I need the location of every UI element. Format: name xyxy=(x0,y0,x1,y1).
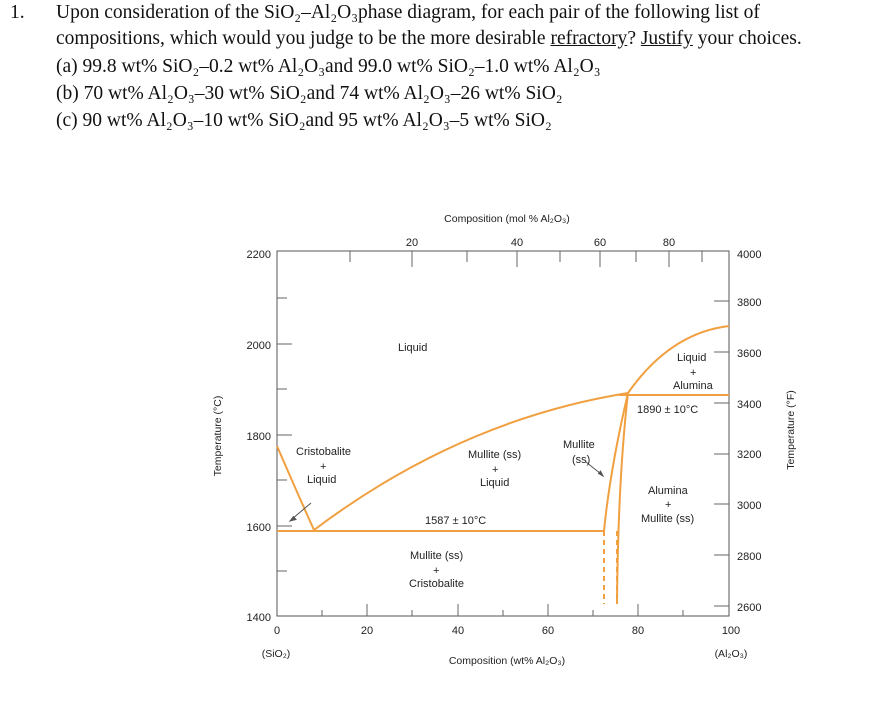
pointer-arrows xyxy=(288,461,605,522)
region-cristobalite: Cristobalite xyxy=(296,446,351,458)
bottom-tick-20: 20 xyxy=(361,625,373,637)
region-mullite-crist-plus: + xyxy=(433,565,439,577)
left-end-label: (SiO₂) xyxy=(262,648,291,660)
region-mullite-liquid-3: Liquid xyxy=(480,477,509,489)
left-axis-title: Temperature (°C) xyxy=(212,396,224,477)
phase-boundaries xyxy=(276,325,730,605)
option-c: (c) 90 wt% Al₂O₃–10 wt% SiO₂and 95 wt% A… xyxy=(56,110,552,131)
region-liquid-alumina-plus: + xyxy=(690,367,696,379)
plot-frame xyxy=(276,250,730,617)
right-end-label: (Al₂O₃) xyxy=(715,648,748,660)
question-number: 1. xyxy=(10,2,25,23)
region-alumina-mullite-plus: + xyxy=(665,499,671,511)
region-liquid-alumina-1: Liquid xyxy=(677,352,706,364)
right-tick-2600: 2600 xyxy=(737,602,761,614)
tick-marks xyxy=(277,251,729,616)
option-a: (a) 99.8 wt% SiO₂–0.2 wt% Al₂O₃and 99.0 … xyxy=(56,56,601,77)
mullite-solvus-left xyxy=(603,392,629,532)
region-alumina-mullite-1: Alumina xyxy=(648,485,689,497)
top-tick-20: 20 xyxy=(406,237,418,249)
top-axis-title: Composition (mol % Al₂O₃) xyxy=(444,213,570,225)
right-axis-title: Temperature (°F) xyxy=(785,390,797,469)
top-tick-40: 40 xyxy=(511,237,523,249)
top-tick-labels: 20 40 60 80 xyxy=(406,237,675,249)
region-mullite-liquid-1: Mullite (ss) xyxy=(468,449,521,461)
left-tick-labels: 2200 2000 1800 1600 1400 xyxy=(247,249,271,624)
region-mullite-ss-2: (ss) xyxy=(572,454,590,466)
alumina-liquidus xyxy=(627,325,730,394)
right-tick-3000: 3000 xyxy=(737,500,761,512)
left-tick-1400: 1400 xyxy=(247,612,271,624)
dashed-boundaries xyxy=(603,531,618,604)
right-tick-labels: 4000 3800 3600 3400 3200 3000 2800 2600 xyxy=(737,249,761,614)
right-tick-3800: 3800 xyxy=(737,297,761,309)
eutectic-1587-label: 1587 ± 10°C xyxy=(425,515,486,527)
region-mullite-ss-1: Mullite xyxy=(563,439,595,451)
region-mullite-crist-3: Cristobalite xyxy=(409,578,464,590)
region-mullite-liquid-plus: + xyxy=(492,464,498,476)
region-labels: Liquid Cristobalite + Liquid Mullite (ss… xyxy=(296,342,714,590)
bottom-tick-labels: 0 20 40 60 80 100 xyxy=(274,625,740,637)
region-cristobalite-plus: + xyxy=(320,461,326,473)
right-tick-4000: 4000 xyxy=(737,249,761,261)
right-tick-3600: 3600 xyxy=(737,348,761,360)
mullite-liquidus xyxy=(313,392,629,531)
right-tick-2800: 2800 xyxy=(737,551,761,563)
left-tick-2000: 2000 xyxy=(247,340,271,352)
bottom-tick-60: 60 xyxy=(542,625,554,637)
top-tick-60: 60 xyxy=(594,237,606,249)
bottom-tick-40: 40 xyxy=(452,625,464,637)
cristobalite-liquidus xyxy=(276,445,315,531)
question-text: 1. Upon consideration of the SiO₂–Al₂O₃p… xyxy=(0,0,891,150)
bottom-tick-100: 100 xyxy=(722,625,740,637)
right-tick-3400: 3400 xyxy=(737,399,761,411)
region-mullite-crist-1: Mullite (ss) xyxy=(410,550,463,562)
top-tick-80: 80 xyxy=(663,237,675,249)
region-cristobalite-liquid: Liquid xyxy=(307,474,336,486)
option-b: (b) 70 wt% Al₂O₃–30 wt% SiO₂and 74 wt% A… xyxy=(56,83,563,104)
region-liquid: Liquid xyxy=(398,342,427,354)
question-line-2: compositions, which would you judge to b… xyxy=(56,28,802,49)
bottom-tick-80: 80 xyxy=(632,625,644,637)
left-tick-2200: 2200 xyxy=(247,249,271,261)
question-line-1: Upon consideration of the SiO₂–Al₂O₃phas… xyxy=(56,2,760,23)
bottom-axis-title: Composition (wt% Al₂O₃) xyxy=(449,655,565,667)
bottom-tick-0: 0 xyxy=(274,625,280,637)
eutectic-1890-label: 1890 ± 10°C xyxy=(637,404,698,416)
left-tick-1800: 1800 xyxy=(247,431,271,443)
region-liquid-alumina-3: Alumina xyxy=(673,380,714,392)
left-tick-1600: 1600 xyxy=(247,522,271,534)
right-tick-3200: 3200 xyxy=(737,449,761,461)
mullite-solvus-right xyxy=(616,392,629,605)
region-alumina-mullite-3: Mullite (ss) xyxy=(641,513,694,525)
